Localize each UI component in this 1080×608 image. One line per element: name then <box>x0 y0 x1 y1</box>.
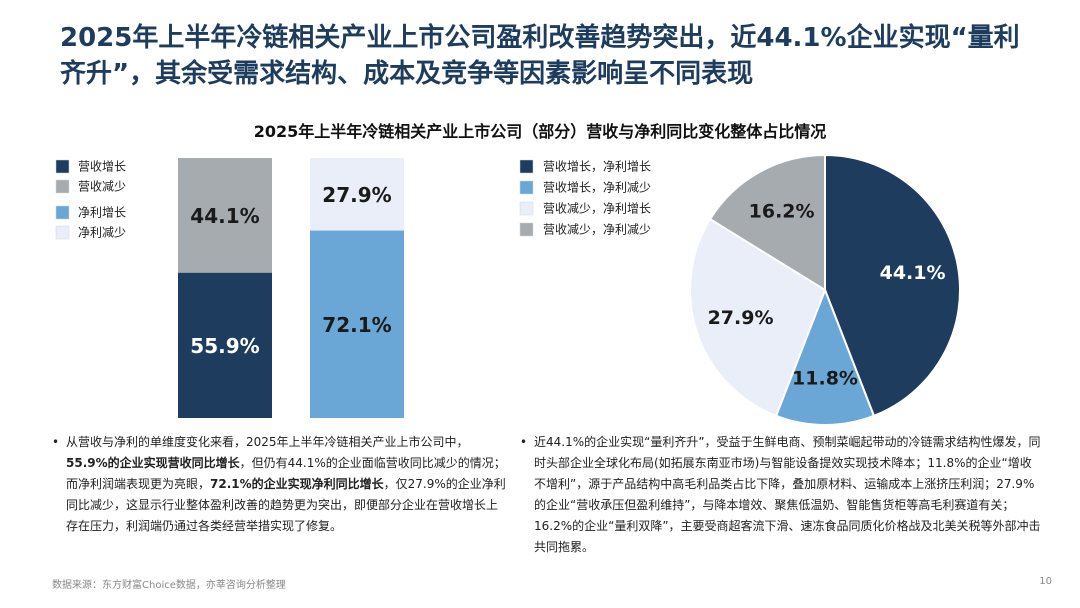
legend-label: 营收增长，净利增长 <box>543 160 651 174</box>
bar-segment <box>310 230 404 418</box>
pie-slice <box>708 153 826 292</box>
data-label: 16.2% <box>749 201 815 223</box>
bar-segment <box>310 158 404 231</box>
legend-swatch <box>519 201 534 216</box>
legend-swatch <box>519 222 534 237</box>
data-label: 44.1% <box>880 262 946 284</box>
bullet-text: 72.1%的企业实现净利同比增长 <box>210 477 384 491</box>
data-label: 44.1% <box>190 204 259 228</box>
legend-label: 营收增长，净利减少 <box>543 181 651 195</box>
page-number: 10 <box>1039 576 1052 587</box>
legend-swatch <box>55 205 70 220</box>
data-label: 27.9% <box>708 307 774 329</box>
section-title: 2025年上半年冷链相关产业上市公司（部分）营收与净利同比变化整体占比情况 <box>253 122 827 141</box>
legend-label: 净利减少 <box>78 226 126 240</box>
bullet-text: 从营收与净利的单维度变化来看，2025年上半年冷链相关产业上市公司中， <box>66 435 469 449</box>
legend-swatch <box>55 159 70 174</box>
legend-swatch <box>55 225 70 240</box>
slide-title: 2025年上半年冷链相关产业上市公司盈利改善趋势突出，近44.1%企业实现“量利… <box>60 23 1020 89</box>
source: 数据来源：东方财富Choice数据，亦莘咨询分析整理 <box>52 580 286 591</box>
bullet-text: ，但仍有44.1%的企业面临营收同比减少的情况；而净利润端表现更为亮眼， <box>66 456 506 491</box>
bar-segment <box>178 158 272 273</box>
bullet: 从营收与净利的单维度变化来看，2025年上半年冷链相关产业上市公司中， 55.9%… <box>52 432 506 537</box>
pie-slice <box>824 153 961 418</box>
bullet-text: ，仅27.9%的企业净利同比减少，这显示行业整体盈利改善的趋势更为突出，即便部分… <box>66 477 506 533</box>
pie-slice <box>689 217 827 418</box>
data-label: 11.8% <box>792 368 858 390</box>
data-label: 72.1% <box>322 313 391 337</box>
bullet-text: 近44.1%的企业实现“量利齐升”，受益于生鲜电商、预制菜崛起带动的冷链需求结构… <box>534 435 1041 554</box>
legend-swatch <box>519 159 534 174</box>
bar-segment <box>178 272 272 418</box>
legend-label: 营收减少，净利增长 <box>543 202 651 216</box>
legend-swatch <box>519 180 534 195</box>
pie-slice <box>774 287 876 426</box>
bullet-text: 55.9%的企业实现营收同比增长 <box>66 456 240 470</box>
bullet: 近44.1%的企业实现“量利齐升”，受益于生鲜电商、预制菜崛起带动的冷链需求结构… <box>520 432 1042 558</box>
legend-label: 营收增长 <box>78 160 126 174</box>
data-label: 55.9% <box>190 334 259 358</box>
legend-label: 营收减少 <box>78 180 126 194</box>
data-label: 27.9% <box>322 183 391 207</box>
legend-label: 营收减少，净利减少 <box>543 223 651 237</box>
legend-swatch <box>55 179 70 194</box>
legend-label: 净利增长 <box>78 206 126 220</box>
